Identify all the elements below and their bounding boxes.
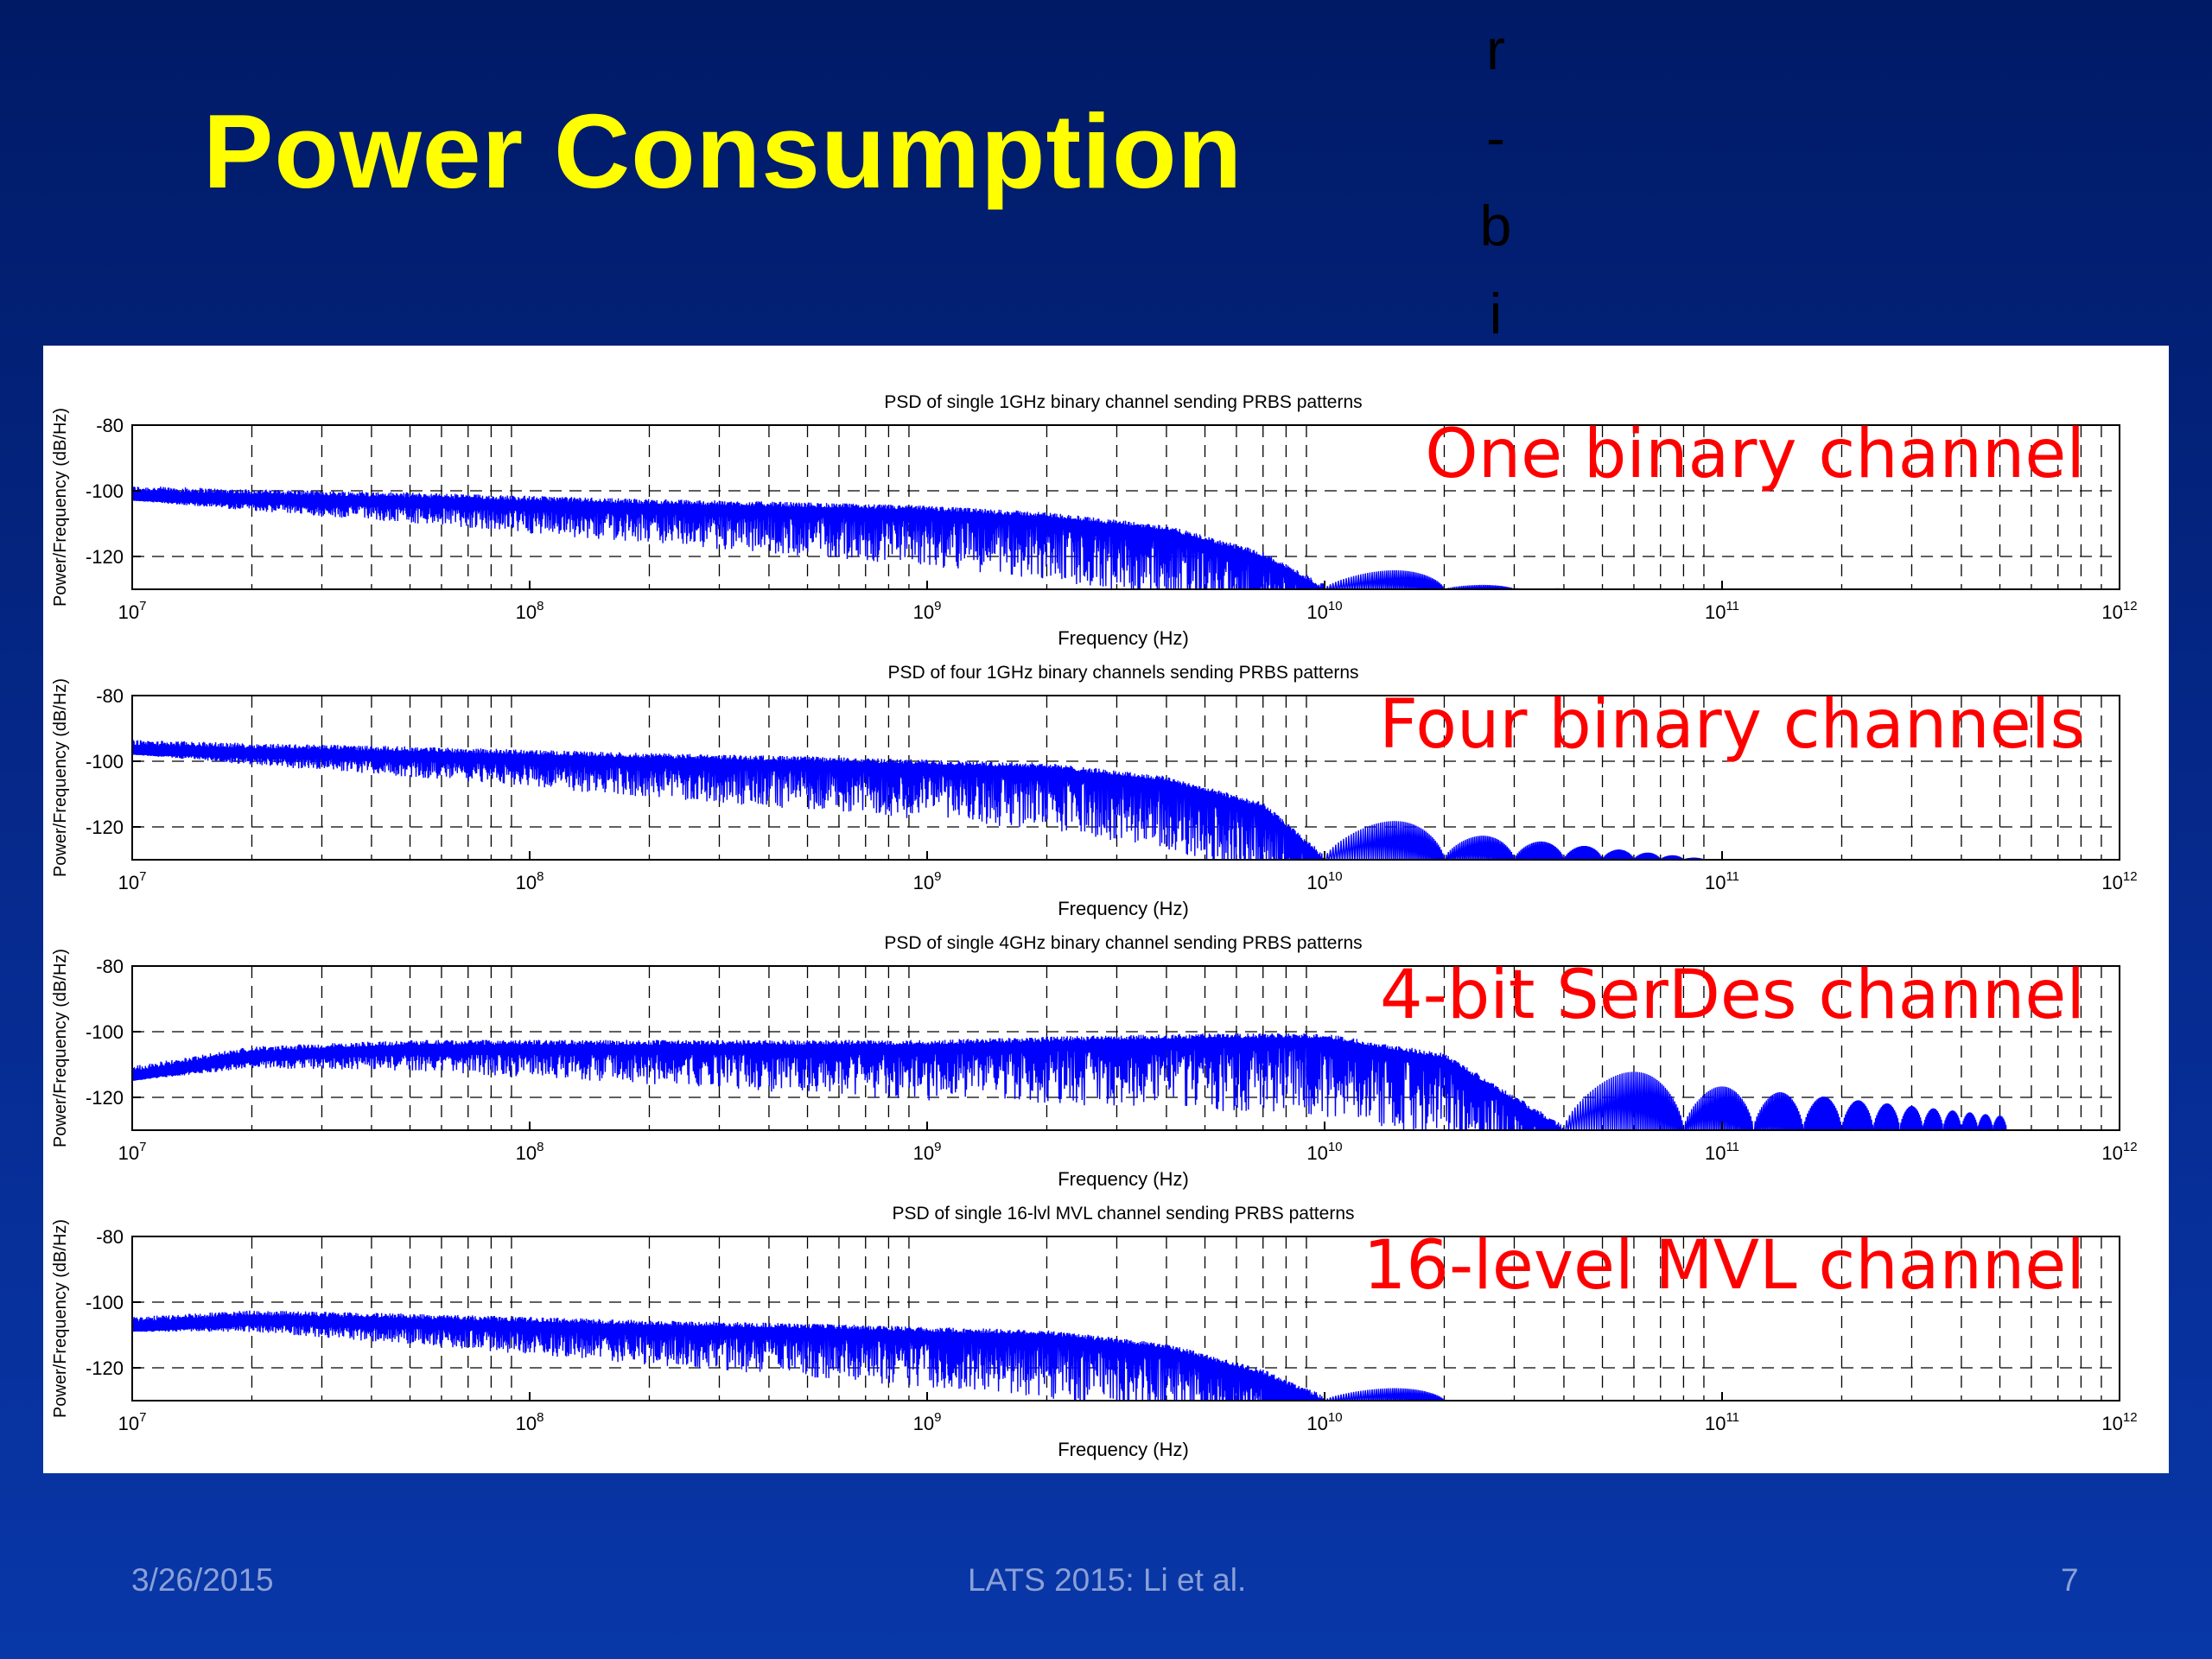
footer-citation: LATS 2015: Li et al. bbox=[968, 1562, 1247, 1598]
x-tick-label: 107 bbox=[118, 599, 147, 623]
y-axis-label: Power/Frequency (dB/Hz) bbox=[51, 408, 70, 607]
y-tick-label: -120 bbox=[86, 1087, 124, 1109]
x-tick-label: 107 bbox=[118, 1410, 147, 1434]
x-tick-label: 109 bbox=[913, 1140, 942, 1164]
panel-title: PSD of four 1GHz binary channels sending… bbox=[887, 663, 1358, 683]
psd-trace bbox=[132, 740, 2120, 860]
y-tick-label: -100 bbox=[86, 1292, 124, 1313]
psd-figure-canvas: -80 -100 -120 107 108 109 1010 1011 1012 PSD of s… bbox=[51, 392, 2138, 1460]
psd-trace bbox=[132, 486, 2120, 589]
psd-panel-3: -80 -100 -120 107 108 109 1010 1011 1012 PSD of s… bbox=[51, 933, 2138, 1190]
x-tick-label: 108 bbox=[516, 599, 544, 623]
x-tick-label: 1010 bbox=[1306, 869, 1342, 893]
x-tick-label: 1012 bbox=[2101, 869, 2137, 893]
footer-date: 3/26/2015 bbox=[131, 1562, 274, 1598]
vertical-text-fragment: r - b i bbox=[1479, 17, 1512, 346]
y-axis-label: Power/Frequency (dB/Hz) bbox=[51, 1219, 70, 1418]
panel-annotation: One binary channel bbox=[1425, 416, 2085, 493]
x-tick-label: 108 bbox=[516, 869, 544, 893]
y-axis-label: Power/Frequency (dB/Hz) bbox=[51, 949, 70, 1147]
panel-title: PSD of single 1GHz binary channel sendin… bbox=[884, 392, 1362, 412]
x-tick-label: 1011 bbox=[1705, 869, 1739, 893]
panel-title: PSD of single 16-lvl MVL channel sending… bbox=[892, 1204, 1354, 1224]
psd-panel-2: -80 -100 -120 107 108 109 1010 1011 1012 PSD of f… bbox=[51, 663, 2138, 919]
psd-figure: -80 -100 -120 107 108 109 1010 1011 1012 PSD of s… bbox=[43, 346, 2169, 1473]
x-tick-label: 1010 bbox=[1306, 1410, 1342, 1434]
x-axis-label: Frequency (Hz) bbox=[1058, 1168, 1189, 1190]
panel-title: PSD of single 4GHz binary channel sendin… bbox=[884, 933, 1362, 953]
y-tick-label: -80 bbox=[96, 685, 124, 707]
y-tick-label: -80 bbox=[96, 415, 124, 436]
x-tick-label: 1010 bbox=[1306, 599, 1342, 623]
x-tick-label: 1012 bbox=[2101, 1410, 2137, 1434]
y-tick-label: -120 bbox=[86, 817, 124, 838]
x-tick-label: 1011 bbox=[1705, 1140, 1739, 1164]
x-tick-label: 109 bbox=[913, 869, 942, 893]
axes-box bbox=[131, 424, 2120, 590]
axes-box bbox=[131, 1236, 2120, 1402]
y-tick-label: -80 bbox=[96, 956, 124, 977]
y-tick-label: -100 bbox=[86, 1021, 124, 1043]
panel-annotation: 4-bit SerDes channel bbox=[1380, 957, 2085, 1034]
x-tick-label: 108 bbox=[516, 1410, 544, 1434]
slide-title: Power Consumption bbox=[203, 92, 1243, 210]
x-tick-label: 1012 bbox=[2101, 599, 2137, 623]
psd-panel-4: -80 -100 -120 107 108 109 1010 1011 1012 PSD of s… bbox=[51, 1204, 2138, 1460]
y-tick-label: -100 bbox=[86, 480, 124, 502]
x-tick-label: 1010 bbox=[1306, 1140, 1342, 1164]
footer-page-number: 7 bbox=[2061, 1562, 2079, 1598]
y-tick-label: -80 bbox=[96, 1226, 124, 1248]
y-tick-label: -120 bbox=[86, 1357, 124, 1379]
x-axis-label: Frequency (Hz) bbox=[1058, 627, 1189, 649]
x-axis-label: Frequency (Hz) bbox=[1058, 1439, 1189, 1460]
y-tick-label: -100 bbox=[86, 751, 124, 772]
x-tick-label: 109 bbox=[913, 1410, 942, 1434]
axes-box bbox=[131, 695, 2120, 861]
x-axis-label: Frequency (Hz) bbox=[1058, 898, 1189, 919]
x-tick-label: 1011 bbox=[1705, 1410, 1739, 1434]
x-tick-label: 107 bbox=[118, 1140, 147, 1164]
x-tick-label: 1011 bbox=[1705, 599, 1739, 623]
y-tick-label: -120 bbox=[86, 546, 124, 568]
panel-annotation: Four binary channels bbox=[1379, 686, 2085, 764]
psd-panel-1: -80 -100 -120 107 108 109 1010 1011 1012 PSD of s… bbox=[51, 392, 2138, 649]
grid-lines bbox=[132, 1236, 2120, 1401]
psd-trace bbox=[132, 1310, 1754, 1401]
x-tick-label: 107 bbox=[118, 869, 147, 893]
x-tick-label: 108 bbox=[516, 1140, 544, 1164]
x-tick-label: 109 bbox=[913, 599, 942, 623]
psd-trace bbox=[132, 1033, 2007, 1130]
panel-annotation: 16-level MVL channel bbox=[1363, 1227, 2085, 1305]
x-tick-label: 1012 bbox=[2101, 1140, 2137, 1164]
axes-box bbox=[131, 965, 2120, 1131]
y-axis-label: Power/Frequency (dB/Hz) bbox=[51, 678, 70, 877]
